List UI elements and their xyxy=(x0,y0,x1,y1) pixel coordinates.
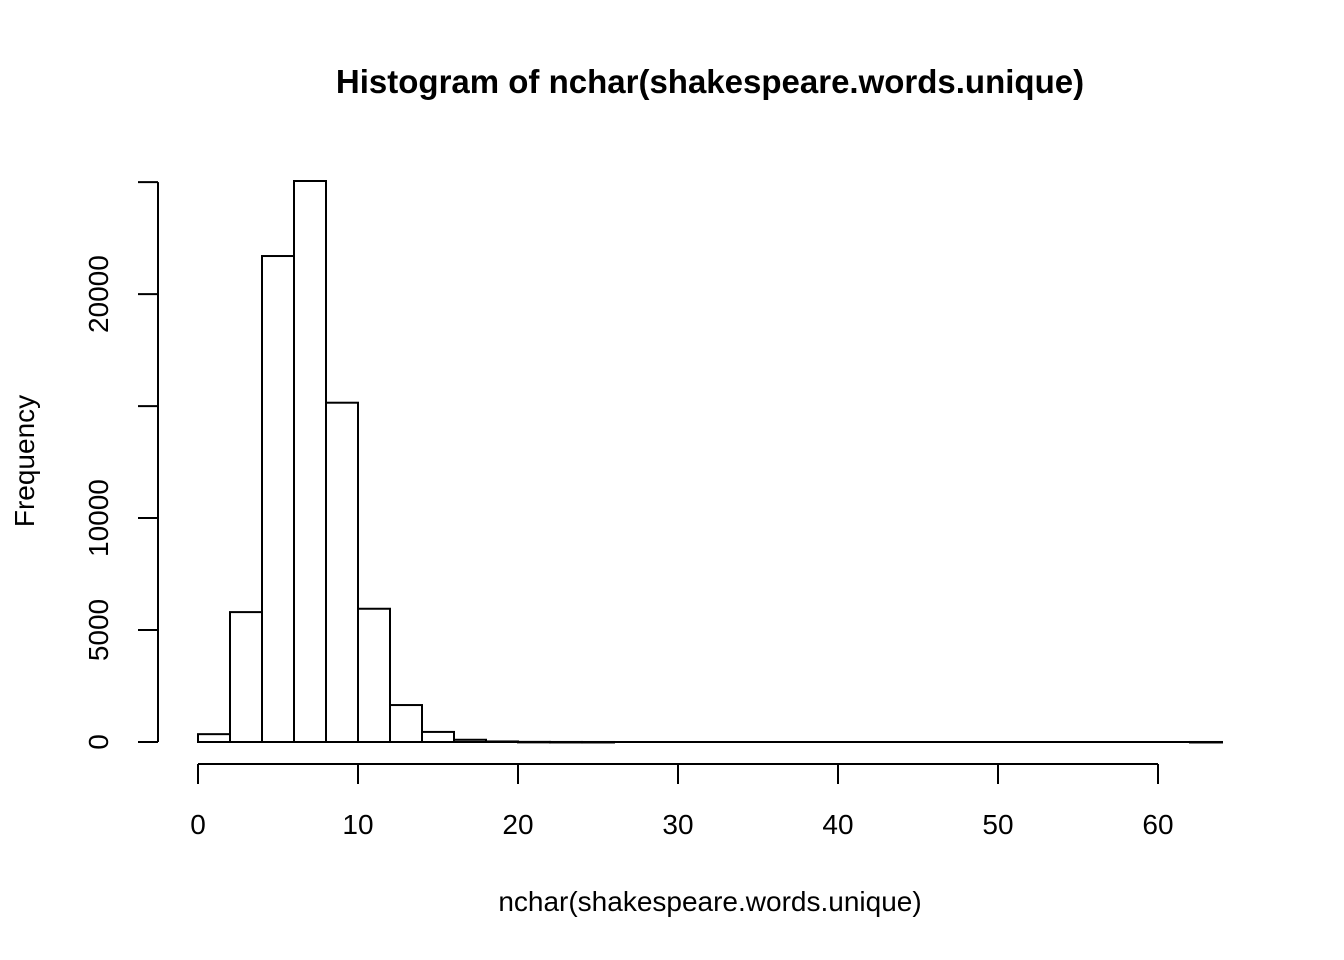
histogram-bar xyxy=(453,738,487,744)
histogram-bar xyxy=(325,401,359,743)
x-tick-label: 60 xyxy=(1142,809,1173,840)
histogram-bar xyxy=(485,740,519,744)
x-tick-label: 20 xyxy=(502,809,533,840)
x-tick-label: 40 xyxy=(822,809,853,840)
bars-group xyxy=(197,180,1223,744)
x-tick-label: 30 xyxy=(662,809,693,840)
y-tick-label: 20000 xyxy=(83,255,114,333)
y-tick-label: 10000 xyxy=(83,479,114,557)
histogram-bar xyxy=(389,704,423,744)
y-tick-label: 0 xyxy=(83,734,114,750)
histogram-bar xyxy=(197,733,231,744)
histogram-bar xyxy=(229,611,263,743)
histogram-bar xyxy=(421,730,455,744)
histogram-bar xyxy=(517,740,551,744)
y-tick-label: 5000 xyxy=(83,599,114,661)
histogram-bar xyxy=(293,180,327,743)
histogram-bar xyxy=(549,740,583,744)
x-axis-label: nchar(shakespeare.words.unique) xyxy=(498,886,921,917)
x-tick-label: 10 xyxy=(342,809,373,840)
x-axis: 0 10 20 30 40 50 60 xyxy=(190,763,1174,840)
y-axis: 0 5000 10000 20000 xyxy=(83,181,159,750)
y-axis-label: Frequency xyxy=(9,395,40,527)
histogram-bar xyxy=(357,607,391,743)
histogram-bar xyxy=(581,740,615,744)
histogram-bar xyxy=(1189,740,1223,744)
x-tick-label: 0 xyxy=(190,809,206,840)
chart-title: Histogram of nchar(shakespeare.words.uni… xyxy=(336,63,1084,100)
histogram-bar xyxy=(261,255,295,743)
x-tick-label: 50 xyxy=(982,809,1013,840)
